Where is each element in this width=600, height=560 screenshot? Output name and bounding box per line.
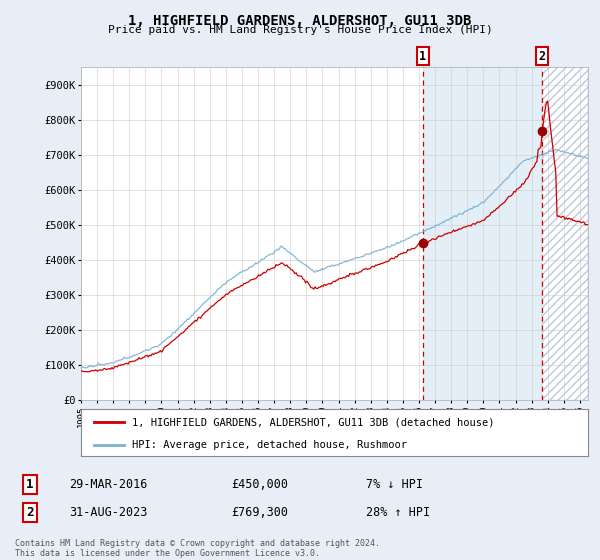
Text: 1: 1: [419, 50, 426, 63]
Text: Price paid vs. HM Land Registry's House Price Index (HPI): Price paid vs. HM Land Registry's House …: [107, 25, 493, 35]
Text: 1, HIGHFIELD GARDENS, ALDERSHOT, GU11 3DB (detached house): 1, HIGHFIELD GARDENS, ALDERSHOT, GU11 3D…: [132, 417, 494, 427]
Text: 1: 1: [26, 478, 34, 491]
Text: 2: 2: [539, 50, 546, 63]
Text: 7% ↓ HPI: 7% ↓ HPI: [366, 478, 423, 491]
Bar: [423, 67, 542, 400]
Text: 31-AUG-2023: 31-AUG-2023: [69, 506, 148, 519]
Text: Contains HM Land Registry data © Crown copyright and database right 2024.
This d: Contains HM Land Registry data © Crown c…: [15, 539, 380, 558]
Text: 28% ↑ HPI: 28% ↑ HPI: [366, 506, 430, 519]
Bar: [542, 67, 588, 400]
Text: 2: 2: [26, 506, 34, 519]
Text: £450,000: £450,000: [231, 478, 288, 491]
Text: 29-MAR-2016: 29-MAR-2016: [69, 478, 148, 491]
Text: £769,300: £769,300: [231, 506, 288, 519]
Text: 1, HIGHFIELD GARDENS, ALDERSHOT, GU11 3DB: 1, HIGHFIELD GARDENS, ALDERSHOT, GU11 3D…: [128, 14, 472, 28]
Bar: [542, 67, 588, 400]
Text: HPI: Average price, detached house, Rushmoor: HPI: Average price, detached house, Rush…: [132, 440, 407, 450]
